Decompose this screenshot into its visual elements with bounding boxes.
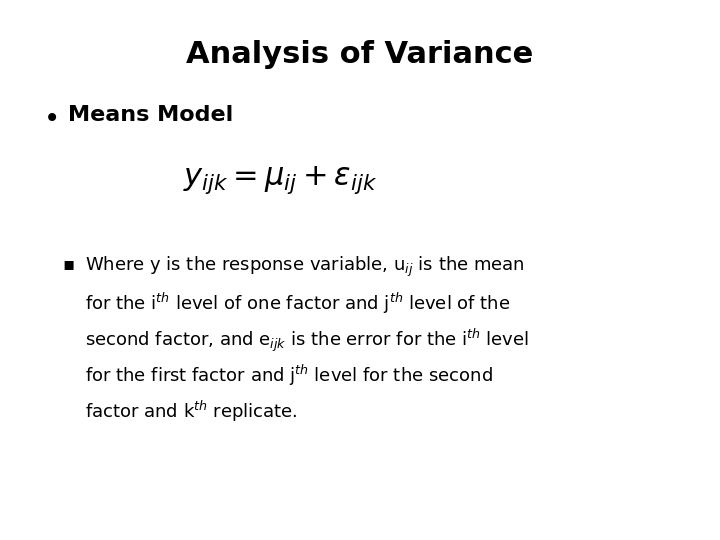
Text: second factor, and e$_{ijk}$ is the error for the i$^{th}$ level: second factor, and e$_{ijk}$ is the erro… <box>85 327 529 354</box>
Text: •: • <box>44 105 60 133</box>
Text: for the i$^{th}$ level of one factor and j$^{th}$ level of the: for the i$^{th}$ level of one factor and… <box>85 291 510 316</box>
Text: factor and k$^{th}$ replicate.: factor and k$^{th}$ replicate. <box>85 399 297 424</box>
Text: Means Model: Means Model <box>68 105 233 125</box>
Text: $y_{ijk} = \mu_{ij} + \varepsilon_{ijk}$: $y_{ijk} = \mu_{ij} + \varepsilon_{ijk}$ <box>183 164 377 196</box>
Text: Where y is the response variable, u$_{ij}$ is the mean: Where y is the response variable, u$_{ij… <box>85 255 525 279</box>
Text: for the first factor and j$^{th}$ level for the second: for the first factor and j$^{th}$ level … <box>85 363 492 388</box>
Text: ▪: ▪ <box>62 255 74 273</box>
Text: Analysis of Variance: Analysis of Variance <box>186 40 534 69</box>
